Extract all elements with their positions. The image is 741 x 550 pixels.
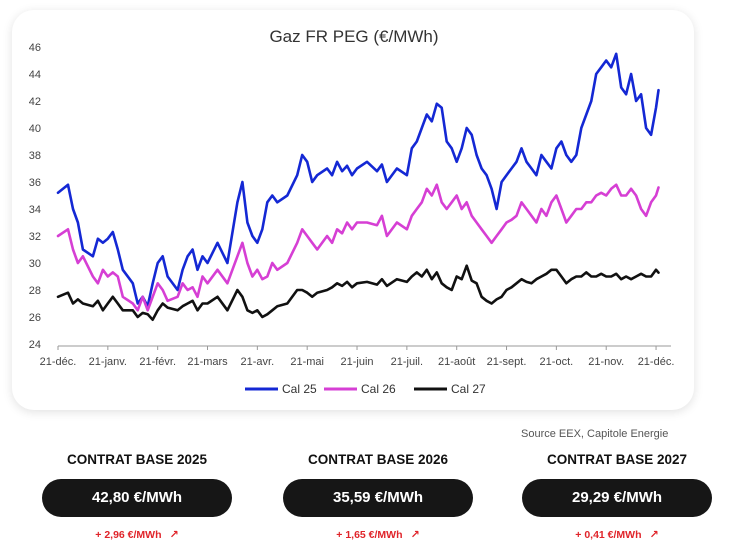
chart-card: Gaz FR PEG (€/MWh) 24 26 28 30 32 34 36 38 40 42 4… <box>12 10 694 410</box>
legend-label: Cal 25 <box>282 382 317 396</box>
contract-2025: CONTRAT BASE 2025 42,80 €/MWh + 2,96 €/M… <box>42 452 232 541</box>
price-pill: 42,80 €/MWh <box>42 479 232 517</box>
change-value: + 2,96 €/MWh <box>95 529 162 541</box>
price-change: + 1,65 €/MWh ↗ <box>283 528 473 541</box>
series-line-cal-26 <box>56 183 660 312</box>
y-tick-label: 40 <box>29 123 41 135</box>
legend: Cal 25 Cal 26 Cal 27 <box>245 382 486 396</box>
series-line-cal-25 <box>56 52 660 308</box>
y-tick-label: 44 <box>29 69 41 81</box>
price-change: + 2,96 €/MWh ↗ <box>42 528 232 541</box>
y-tick-label: 38 <box>29 150 41 162</box>
legend-label: Cal 27 <box>451 382 486 396</box>
price-pill: 35,59 €/MWh <box>283 479 473 517</box>
contract-title: CONTRAT BASE 2026 <box>307 452 449 467</box>
contract-2026: CONTRAT BASE 2026 35,59 €/MWh + 1,65 €/M… <box>283 452 473 541</box>
price-chart: Gaz FR PEG (€/MWh) 24 26 28 30 32 34 36 38 40 42 4… <box>29 27 675 396</box>
x-tick-label: 21-juin <box>341 356 374 368</box>
y-tick-label: 34 <box>29 204 41 216</box>
arrow-up-right-icon: ↗ <box>169 529 179 541</box>
x-tick-label: 21-oct. <box>540 356 574 368</box>
x-tick-label: 21-déc. <box>638 356 675 368</box>
contract-title: CONTRAT BASE 2025 <box>66 452 208 467</box>
y-tick-label: 36 <box>29 177 41 189</box>
price-change: + 0,41 €/MWh ↗ <box>522 528 712 541</box>
series-line-cal-27 <box>56 264 660 321</box>
source-note: Source EEX, Capitole Energie <box>521 428 669 440</box>
x-tick-label: 21-févr. <box>139 356 176 368</box>
x-tick-label: 21-mai <box>290 356 324 368</box>
x-tick-label: 21-août <box>438 356 475 368</box>
y-tick-label: 26 <box>29 312 41 324</box>
arrow-up-right-icon: ↗ <box>649 529 659 541</box>
y-tick-label: 24 <box>29 339 41 351</box>
y-tick-label: 30 <box>29 258 41 270</box>
x-tick-label: 21-juil. <box>391 356 423 368</box>
chart-title: Gaz FR PEG (€/MWh) <box>269 27 438 46</box>
change-value: + 1,65 €/MWh <box>336 529 403 541</box>
legend-label: Cal 26 <box>361 382 396 396</box>
y-tick-label: 46 <box>29 42 41 54</box>
x-tick-label: 21-nov. <box>588 356 624 368</box>
arrow-up-right-icon: ↗ <box>410 529 420 541</box>
y-tick-label: 28 <box>29 285 41 297</box>
series-lines <box>56 52 660 321</box>
x-tick-label: 21-mars <box>187 356 228 368</box>
x-tick-label: 21-janv. <box>89 356 127 368</box>
x-tick-label: 21-avr. <box>241 356 275 368</box>
contract-2027: CONTRAT BASE 2027 29,29 €/MWh + 0,41 €/M… <box>522 452 712 541</box>
y-tick-label: 42 <box>29 96 41 108</box>
x-tick-label: 21-déc. <box>40 356 77 368</box>
change-value: + 0,41 €/MWh <box>575 529 642 541</box>
y-tick-label: 32 <box>29 231 41 243</box>
x-axis: 21-déc. 21-janv. 21-févr. 21-mars 21-avr. 21-… <box>40 345 675 368</box>
y-axis: 24 26 28 30 32 34 36 38 40 42 44 46 <box>29 42 41 351</box>
price-pill: 29,29 €/MWh <box>522 479 712 517</box>
contract-title: CONTRAT BASE 2027 <box>546 452 688 467</box>
x-tick-label: 21-sept. <box>487 356 527 368</box>
